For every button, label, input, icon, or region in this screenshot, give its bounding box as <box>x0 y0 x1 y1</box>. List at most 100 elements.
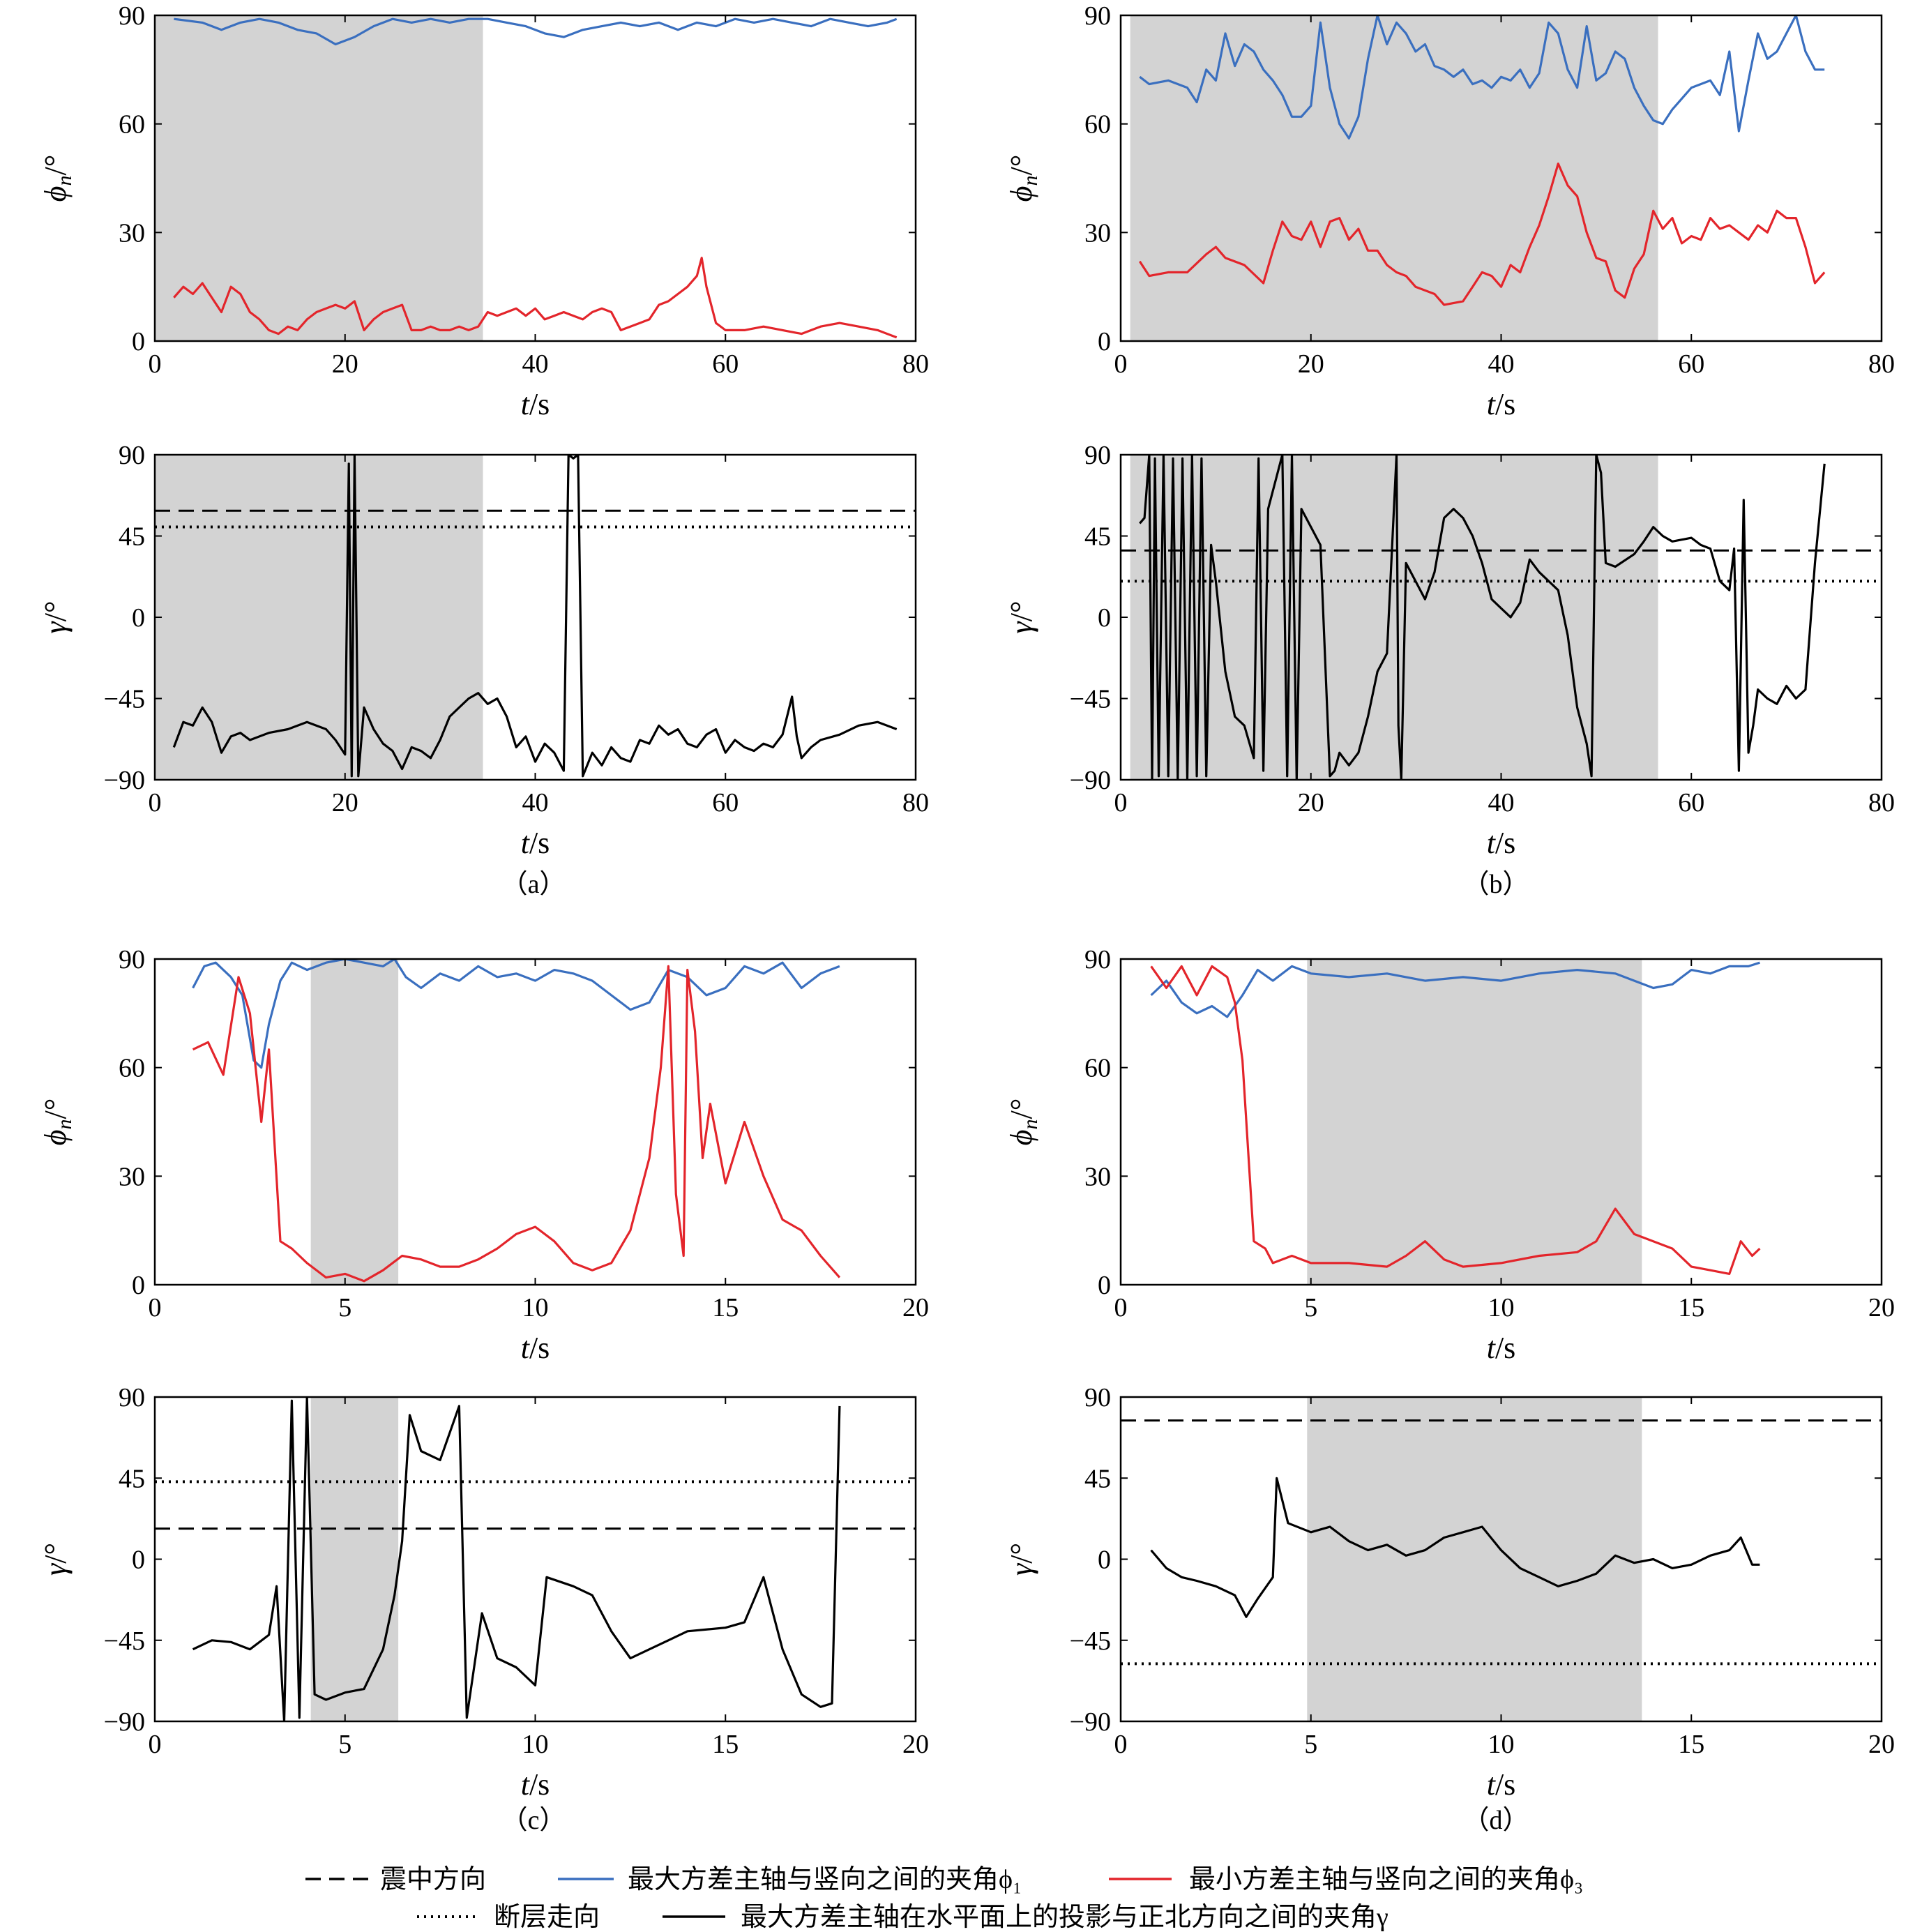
panel-a-phi-y-tick-label: 30 <box>119 218 145 248</box>
panel-d-gamma-y-tick-label: 45 <box>1084 1464 1111 1493</box>
panel-a-gamma-shaded-interval <box>155 455 483 780</box>
legend-epicenter-label: 震中方向 <box>380 1865 486 1894</box>
panel-b-gamma-y-tick-label: −45 <box>1070 685 1111 714</box>
panel-a-phi-x-tick-label: 60 <box>712 349 739 379</box>
panel-d-gamma-x-tick-label: 20 <box>1868 1730 1895 1759</box>
panel-c-phi-x-tick-label: 20 <box>902 1293 929 1322</box>
panel-d-phi-x-tick-label: 0 <box>1114 1293 1128 1322</box>
panel-b-phi-x-tick-label: 80 <box>1868 349 1895 379</box>
panel-a-phi-x-tick-label: 0 <box>149 349 162 379</box>
panel-d-gamma-y-tick-label: 0 <box>1098 1546 1111 1575</box>
panel-c-phi-x-tick-label: 5 <box>338 1293 351 1322</box>
panel-a-gamma: 0 20 40 60 80 −90 −45 0 45 90 t/s γ/° <box>38 441 929 860</box>
panel-b-gamma-x-tick-label: 80 <box>1868 788 1895 817</box>
panel-a-gamma-y-tick-label: 45 <box>119 522 145 552</box>
panel-c-gamma-y-tick-label: 45 <box>119 1464 145 1493</box>
panel-c-phi-x-axis-label: t/s <box>521 1331 550 1365</box>
panel-a-gamma-gamma-line <box>172 455 898 778</box>
panel-d-phi-y-axis-label: ϕn/° <box>1004 1099 1042 1146</box>
panel-a-gamma-x-tick-label: 20 <box>332 788 358 817</box>
panel-a-gamma-y-tick-label: 90 <box>119 441 145 470</box>
panel-c-phi-shaded-interval <box>310 959 399 1285</box>
panel-d-gamma-x-tick-label: 10 <box>1488 1730 1515 1759</box>
panel-d-phi-x-tick-label: 15 <box>1678 1293 1704 1322</box>
panel-a-phi-y-tick-label: 90 <box>119 1 145 31</box>
panel-a-gamma-y-tick-label: −90 <box>104 766 145 795</box>
panel-c-gamma-y-tick-label: −45 <box>104 1627 145 1656</box>
panel-b-gamma-y-tick-label: −90 <box>1070 766 1111 795</box>
panel-c-gamma-y-tick-label: 90 <box>119 1383 145 1412</box>
panel-d-gamma-x-tick-label: 0 <box>1114 1730 1128 1759</box>
panel-d-phi-x-tick-label: 5 <box>1304 1293 1317 1322</box>
panel-c-phi-y-axis-label: ϕn/° <box>38 1099 76 1146</box>
panel-label-c: （c） <box>501 1806 566 1835</box>
panel-b-gamma-x-tick-label: 0 <box>1114 788 1128 817</box>
panel-d-phi-x-tick-label: 10 <box>1488 1293 1515 1322</box>
panel-a-phi-y-tick-label: 0 <box>132 327 145 356</box>
panel-b-gamma: 0 20 40 60 80 −90 −45 0 45 90 t/s γ/° <box>1004 441 1895 860</box>
panel-c-gamma-x-tick-label: 15 <box>712 1730 739 1759</box>
panel-c-gamma-y-axis-label: γ/° <box>38 1543 73 1576</box>
panel-a-phi-x-axis-label: t/s <box>521 387 550 421</box>
panel-a-gamma-y-tick-label: 0 <box>132 603 145 633</box>
panel-a-phi-phi1-line <box>174 17 898 46</box>
panel-d-gamma-y-tick-label: −45 <box>1070 1627 1111 1656</box>
panel-c-gamma-x-tick-label: 0 <box>149 1730 162 1759</box>
panel-label-b: （b） <box>1462 870 1529 899</box>
panel-b-phi-y-tick-label: 0 <box>1098 327 1111 356</box>
panel-c-phi-phi3-line <box>192 965 841 1283</box>
panel-a-gamma-y-tick-label: −45 <box>104 685 145 714</box>
legend-phi3-label: 最小方差主轴与竖向之间的夹角ϕ₃ <box>1189 1865 1583 1894</box>
panel-c-gamma-y-tick-label: 0 <box>132 1546 145 1575</box>
panel-d-gamma-gamma-line <box>1150 1477 1760 1618</box>
panel-d-gamma-x-axis-label: t/s <box>1487 1767 1516 1802</box>
panel-c-gamma-x-axis-label: t/s <box>521 1767 550 1802</box>
panel-b-phi-x-tick-label: 20 <box>1298 349 1324 379</box>
panel-c-gamma-x-tick-label: 20 <box>902 1730 929 1759</box>
panel-a-gamma-x-tick-label: 60 <box>712 788 739 817</box>
panel-a-phi-y-tick-label: 60 <box>119 110 145 139</box>
panel-d-phi-y-tick-label: 0 <box>1098 1271 1111 1300</box>
panel-b-gamma-x-tick-label: 40 <box>1488 788 1515 817</box>
panel-b-gamma-y-tick-label: 0 <box>1098 603 1111 633</box>
panel-d-gamma-y-tick-label: −90 <box>1070 1707 1111 1737</box>
panel-c-phi-y-tick-label: 90 <box>119 945 145 974</box>
panel-d-gamma-x-tick-label: 15 <box>1678 1730 1704 1759</box>
panel-label-d: （d） <box>1462 1806 1529 1835</box>
panel-b-phi-shaded-interval <box>1130 15 1658 341</box>
panel-b-gamma-y-tick-label: 45 <box>1084 522 1111 552</box>
panel-a-gamma-x-tick-label: 40 <box>522 788 549 817</box>
panel-d-phi-y-tick-label: 90 <box>1084 945 1111 974</box>
panel-b-phi-x-axis-label: t/s <box>1487 387 1516 421</box>
panel-d-gamma-y-tick-label: 90 <box>1084 1383 1111 1412</box>
panel-d-phi-phi3-line <box>1150 965 1761 1275</box>
panel-c-phi-x-tick-label: 15 <box>712 1293 739 1322</box>
panel-a-gamma-x-axis-label: t/s <box>521 826 550 860</box>
panel-b-phi-y-axis-label: ϕn/° <box>1004 155 1042 202</box>
panel-d-phi-x-axis-label: t/s <box>1487 1331 1516 1365</box>
panel-c-phi-y-tick-label: 0 <box>132 1271 145 1300</box>
panel-b-phi-y-tick-label: 60 <box>1084 110 1111 139</box>
panel-c-phi-y-tick-label: 30 <box>119 1162 145 1191</box>
panel-c-gamma-x-tick-label: 5 <box>338 1730 351 1759</box>
panel-d-gamma-y-axis-label: γ/° <box>1004 1543 1038 1576</box>
panel-c-phi-y-tick-label: 60 <box>119 1054 145 1083</box>
panel-c-phi: 0 5 10 15 20 0 30 60 90 t/s ϕn/° <box>38 945 929 1365</box>
chart-panels: 0 20 40 60 80 0 30 60 90 t/s ϕn/° 0 20 40 60 80 −90 −45 0 4… <box>38 1 1895 1802</box>
panel-c-phi-phi1-line <box>192 959 840 1069</box>
panel-a-gamma-x-tick-label: 80 <box>902 788 929 817</box>
panel-c-phi-frame <box>153 958 917 1286</box>
panel-c-gamma-shaded-interval <box>310 1397 399 1721</box>
panel-b-phi-phi1-line <box>1139 15 1825 139</box>
legend-fault-label: 断层走向 <box>494 1903 600 1932</box>
panel-a-phi: 0 20 40 60 80 0 30 60 90 t/s ϕn/° <box>38 1 929 421</box>
panel-b-gamma-y-axis-label: γ/° <box>1004 601 1038 633</box>
panel-b-gamma-y-tick-label: 90 <box>1084 441 1111 470</box>
panel-d-gamma-shaded-interval <box>1307 1397 1642 1721</box>
panel-c-gamma-gamma-line <box>192 1397 841 1721</box>
panel-d-phi: 0 5 10 15 20 0 30 60 90 t/s ϕn/° <box>1004 945 1895 1365</box>
panel-d-phi-y-tick-label: 60 <box>1084 1054 1111 1083</box>
panel-a-gamma-x-tick-label: 0 <box>149 788 162 817</box>
panel-b-gamma-x-tick-label: 60 <box>1678 788 1704 817</box>
